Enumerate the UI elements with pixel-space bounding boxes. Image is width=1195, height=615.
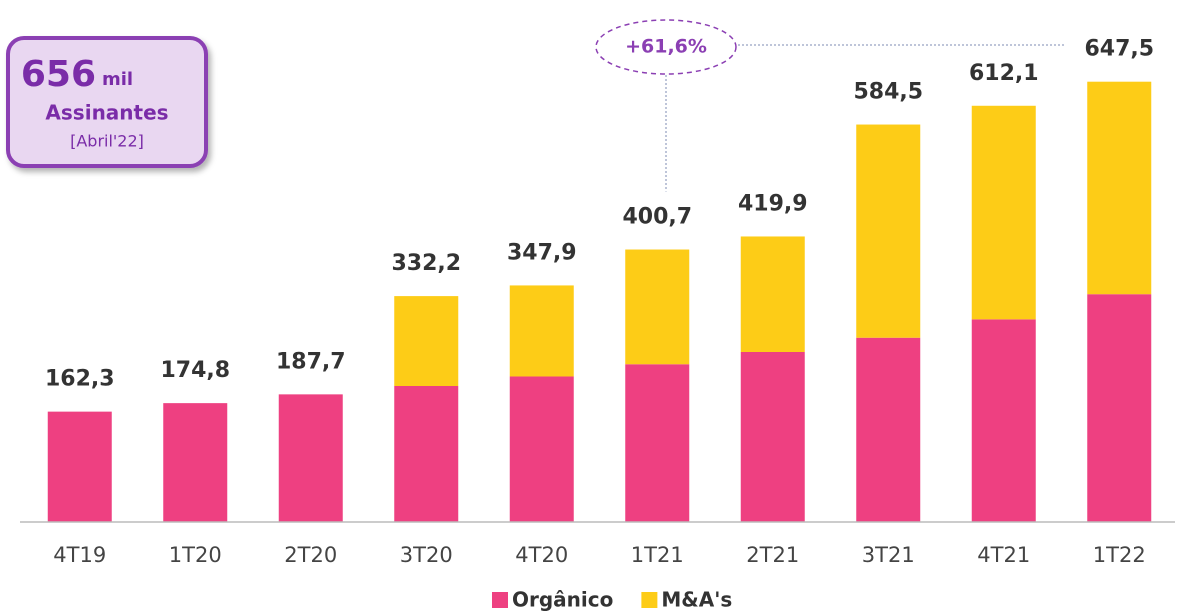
- x-tick-label: 3T20: [400, 543, 453, 567]
- x-tick-label: 4T19: [53, 543, 106, 567]
- annotation-ellipse: [595, 19, 737, 75]
- x-tick-label: 4T21: [977, 543, 1030, 567]
- bar-segment: [971, 105, 1036, 320]
- bar-segment: [856, 124, 921, 338]
- callout-box: [6, 36, 208, 168]
- callout-note: [Abril'22]: [70, 132, 144, 151]
- legend-swatch: [492, 592, 508, 608]
- legend-label: Orgânico: [512, 588, 613, 612]
- bar-segment: [278, 394, 343, 522]
- total-label: 174,8: [160, 358, 230, 383]
- x-tick-label: 1T21: [631, 543, 684, 567]
- bar-segment: [1087, 81, 1152, 295]
- bar-segment: [163, 403, 228, 522]
- callout-number: 656: [21, 54, 96, 95]
- bar-segment: [509, 376, 574, 522]
- x-tick-label: 2T21: [746, 543, 799, 567]
- total-label: 419,9: [738, 191, 808, 216]
- total-label: 187,7: [276, 349, 346, 374]
- total-label: 612,1: [969, 61, 1039, 86]
- total-label: 347,9: [507, 240, 577, 265]
- total-label: 647,5: [1084, 37, 1154, 62]
- bar-segment: [1087, 294, 1152, 522]
- bar-segment: [394, 296, 459, 386]
- bar-segment: [856, 337, 921, 522]
- callout-unit: mil: [102, 69, 133, 90]
- total-label: 400,7: [622, 205, 692, 230]
- total-label: 584,5: [853, 80, 923, 105]
- bar-segment: [509, 285, 574, 377]
- bar-segment: [740, 236, 805, 352]
- x-tick-label: 2T20: [284, 543, 337, 567]
- legend-label: M&A's: [661, 588, 732, 612]
- bar-segment: [971, 319, 1036, 522]
- total-label: 332,2: [391, 251, 461, 276]
- bar-segment: [625, 364, 690, 522]
- callout-label: Assinantes: [45, 101, 168, 125]
- total-label: 162,3: [45, 367, 115, 392]
- annotation-text: +61,6%: [625, 36, 707, 58]
- bar-segment: [625, 249, 690, 365]
- x-tick-label: 3T21: [862, 543, 915, 567]
- bar-segment: [47, 411, 112, 522]
- bar-segment: [740, 352, 805, 522]
- x-tick-label: 1T22: [1093, 543, 1146, 567]
- x-tick-label: 1T20: [169, 543, 222, 567]
- legend-swatch: [641, 592, 658, 608]
- x-tick-label: 4T20: [515, 543, 568, 567]
- bar-segment: [394, 386, 459, 522]
